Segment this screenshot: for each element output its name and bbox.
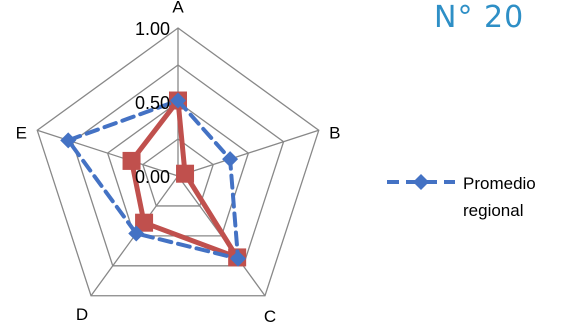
- axis-label-a: A: [172, 0, 184, 16]
- axis-label-e: E: [16, 124, 27, 143]
- tick-label: 0.50: [135, 93, 170, 113]
- legend-marker: [413, 174, 429, 190]
- series-line-series-2: [129, 98, 240, 260]
- point-promedio-regional-e: [60, 132, 77, 149]
- axis-label-c: C: [264, 307, 276, 326]
- point-series-2-e: [122, 151, 141, 170]
- grid-ring: [142, 138, 214, 207]
- point-promedio-regional-c: [230, 250, 247, 267]
- legend-label-line-1: Promedio: [463, 174, 536, 193]
- point-promedio-regional-b: [222, 151, 239, 168]
- axis-spoke-b: [177, 129, 319, 177]
- tick-labels: 0.00 0.50 1.00: [135, 19, 170, 187]
- point-series-2-b: [176, 164, 195, 183]
- legend: Promedio regional: [387, 174, 536, 220]
- series-line-promedio-regional: [66, 98, 241, 261]
- series-layer: [60, 91, 247, 267]
- radar-grid: [36, 27, 320, 297]
- point-promedio-regional-a: [170, 92, 186, 109]
- grid-ring: [36, 27, 320, 297]
- axis-labels: A B C D E: [16, 0, 341, 326]
- tick-label: 0.00: [135, 167, 170, 187]
- point-series-2-d: [135, 213, 154, 232]
- legend-label-line-2: regional: [463, 201, 524, 220]
- axis-label-b: B: [329, 124, 340, 143]
- axis-spoke-e: [37, 129, 179, 177]
- tick-label: 1.00: [135, 19, 170, 39]
- axis-label-d: D: [76, 305, 88, 324]
- grid-ring: [71, 64, 285, 267]
- point-promedio-regional-d: [128, 225, 145, 242]
- chart-title: N° 20: [434, 0, 524, 35]
